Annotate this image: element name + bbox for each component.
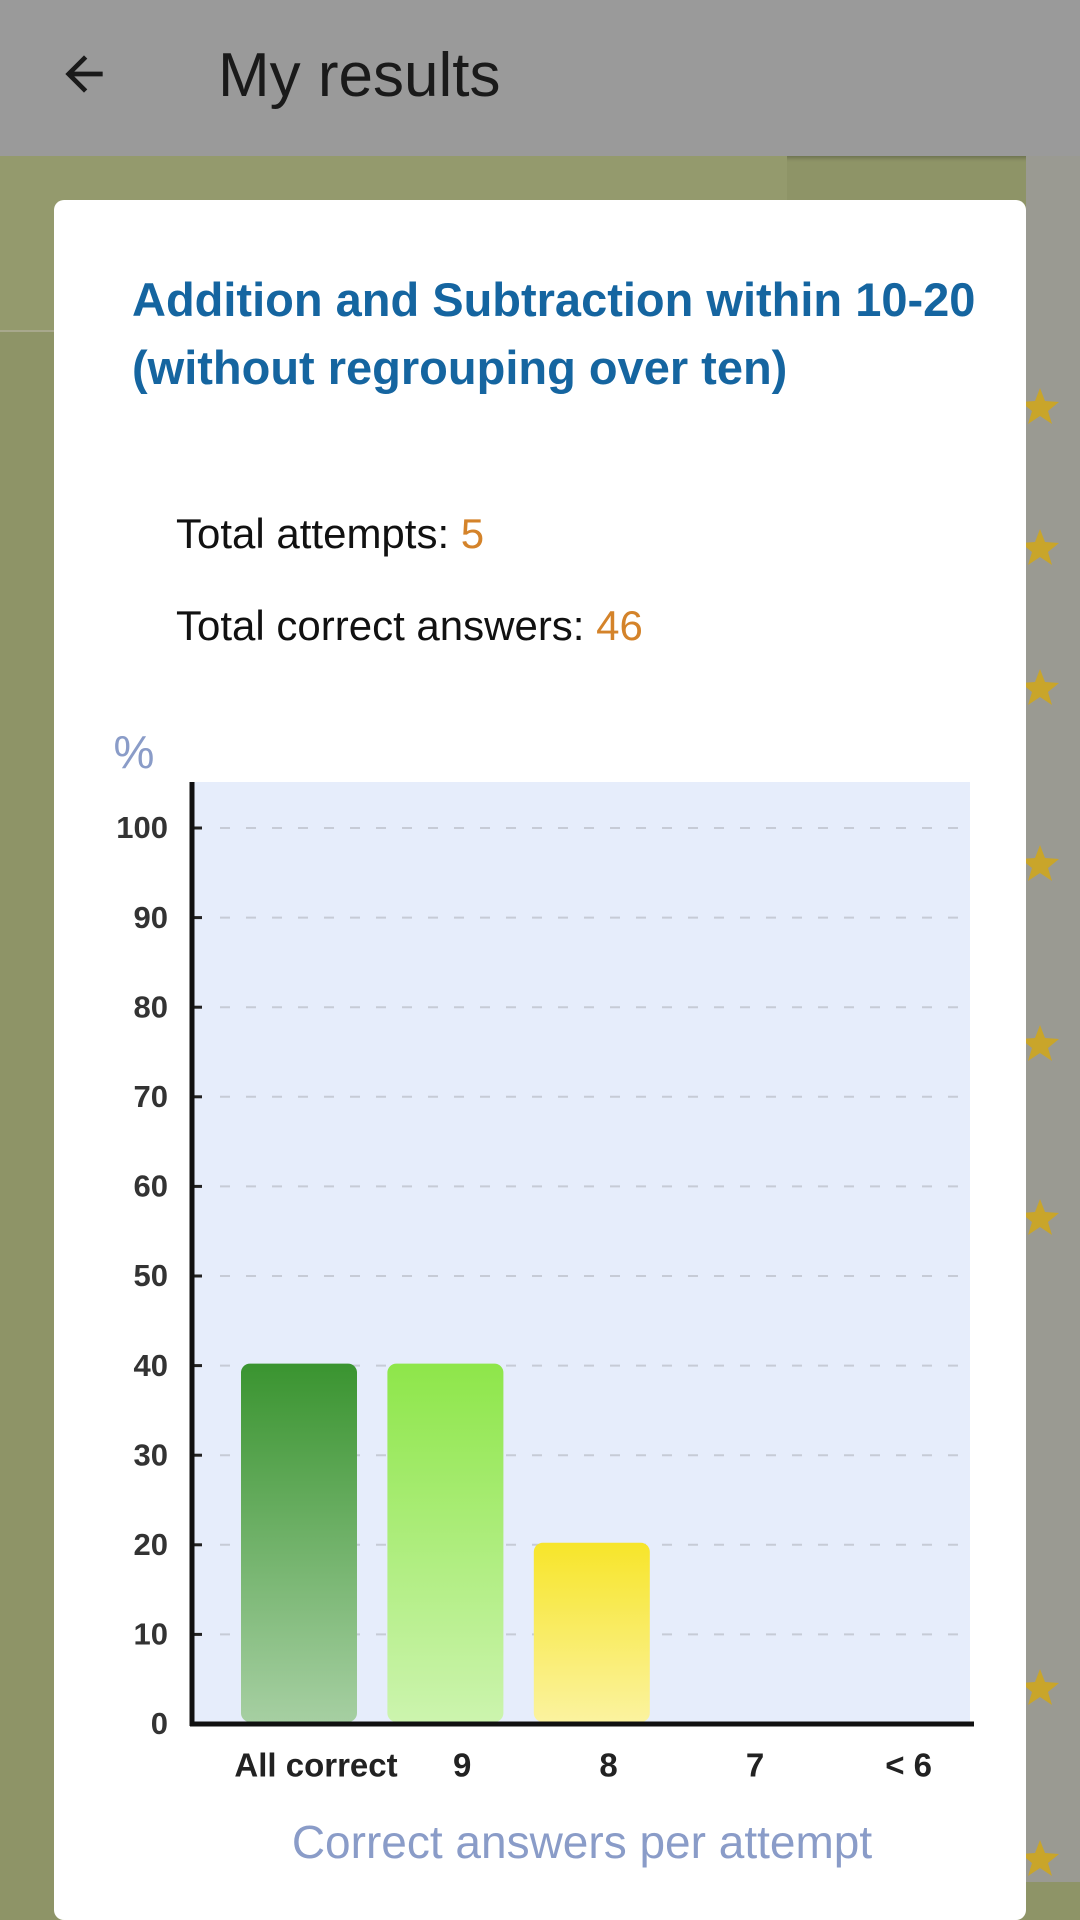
y-axis-label: % [114, 726, 155, 778]
stat-correct: Total correct answers: 46 [176, 602, 643, 650]
x-tick-label: < 6 [885, 1747, 932, 1784]
stat-label: Total attempts: [176, 510, 450, 557]
y-tick-label: 60 [134, 1169, 168, 1204]
y-tick-label: 20 [134, 1527, 168, 1562]
y-tick-label: 90 [134, 900, 168, 935]
x-axis-label: Correct answers per attempt [292, 1816, 873, 1868]
stars [1021, 388, 1059, 1876]
bar [533, 1542, 650, 1722]
y-tick-label: 100 [116, 810, 168, 845]
dialog-title: Addition and Subtraction within 10-20 (w… [132, 273, 976, 394]
x-tick-label: 9 [453, 1747, 471, 1784]
app-bar: My results [0, 0, 1080, 156]
back-button[interactable] [56, 46, 112, 102]
x-tick-label: All correct [234, 1747, 397, 1784]
y-tick-label: 40 [134, 1348, 168, 1383]
y-tick-label: 0 [151, 1706, 168, 1741]
background-list [1021, 156, 1080, 1882]
y-tick-label: 30 [134, 1437, 168, 1472]
y-tick-label: 70 [134, 1079, 168, 1114]
stat-value: 5 [460, 510, 485, 557]
bar [387, 1363, 504, 1722]
x-tick-label: 8 [599, 1747, 617, 1784]
y-tick-label: 10 [134, 1617, 168, 1652]
stat-label: Total correct answers: [176, 602, 585, 649]
y-tick-label: 80 [134, 989, 168, 1024]
stat-attempts: Total attempts: 5 [176, 510, 484, 558]
stat-value: 46 [596, 602, 643, 649]
x-tick-label: 7 [746, 1747, 764, 1784]
y-tick-label: 50 [134, 1258, 168, 1293]
bar [241, 1363, 357, 1722]
app-title: My results [218, 41, 501, 110]
